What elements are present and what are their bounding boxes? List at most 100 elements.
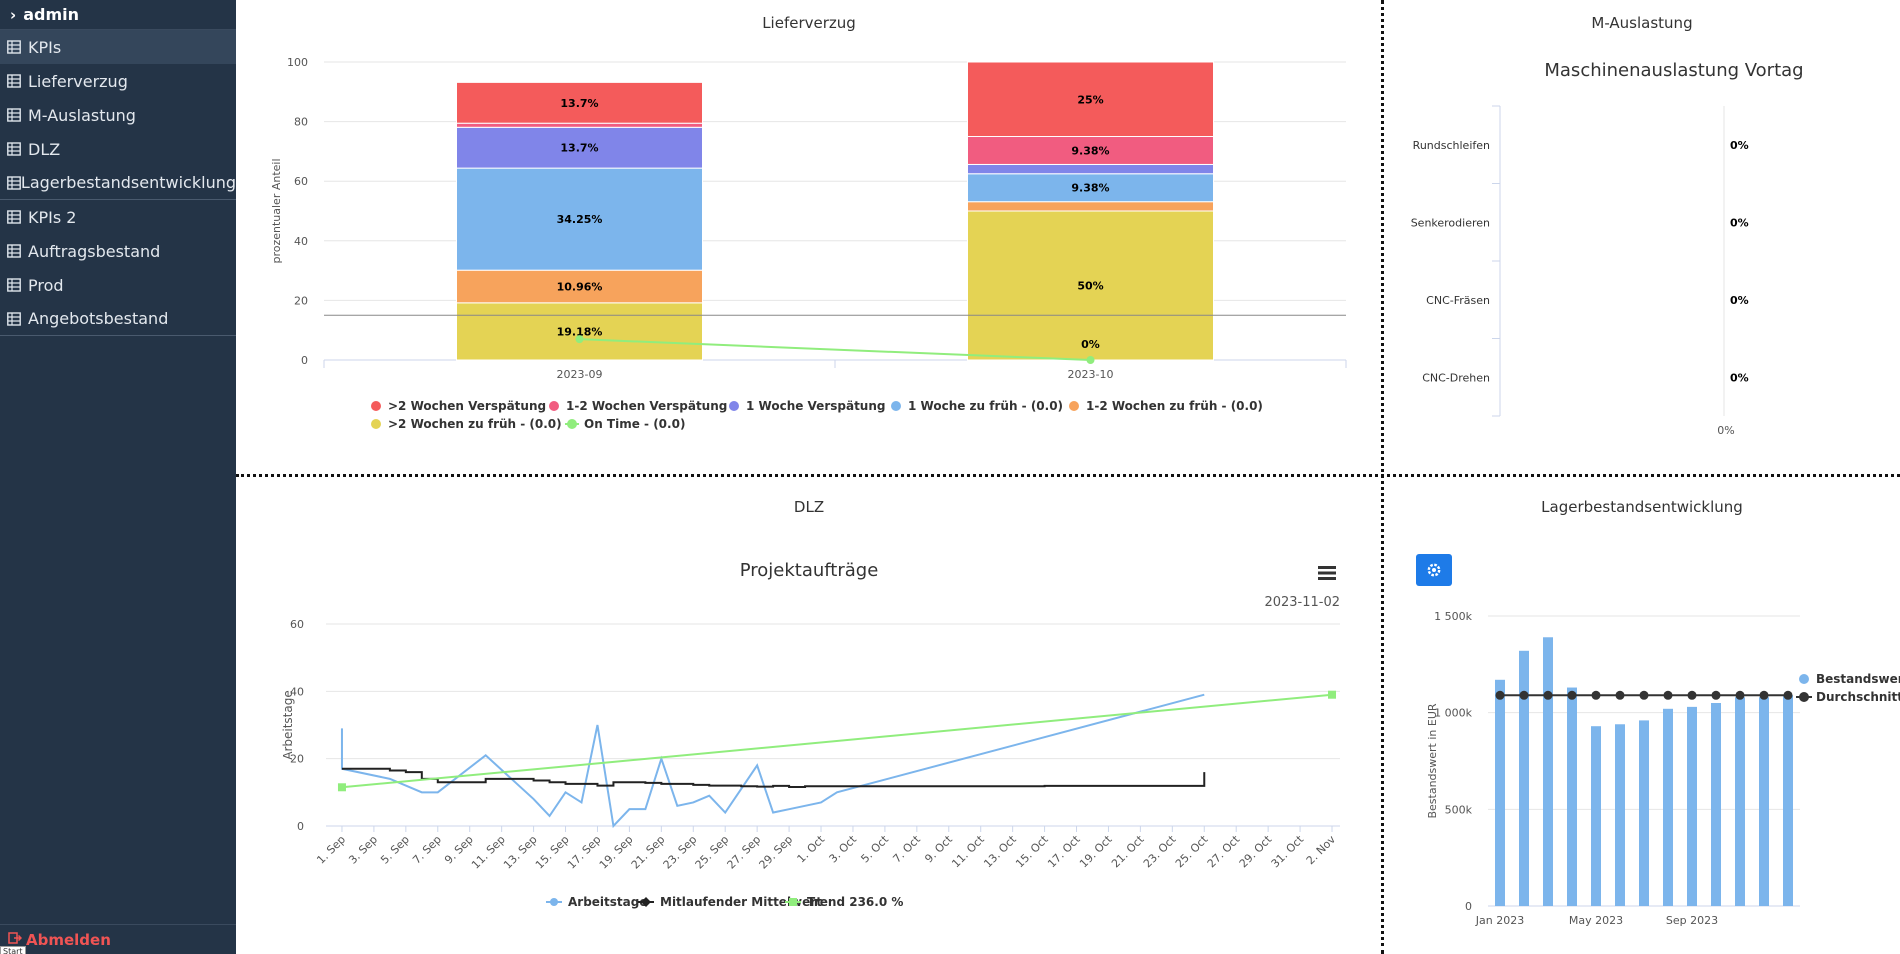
legend-item[interactable]: On Time - (0.0) [565, 417, 685, 431]
sidebar-item-label: Angebotsbestand [28, 309, 169, 328]
bar-segment [967, 210, 1214, 361]
bar-segment [456, 122, 703, 128]
panel-lager: Lagerbestandsentwicklung 0 500k 1 000k 1 50… [1384, 478, 1900, 954]
average-point [1735, 690, 1745, 700]
legend-label: Arbeitstage [568, 895, 648, 909]
sidebar: › admin KPIs Lieferverzug M-Auslastung DLZ L… [0, 0, 236, 954]
x-tick-label: 2023-09 [557, 368, 603, 381]
x-tick-label: 3. Oct [827, 832, 860, 865]
x-tick-label: 21. Sep [629, 833, 668, 872]
on-time-line [579, 338, 1091, 361]
sidebar-item-kpis[interactable]: KPIs [0, 30, 236, 64]
x-tick-label: May 2023 [1569, 914, 1623, 927]
y-tick-label: Senkerodieren [1411, 216, 1490, 229]
y-tick-label: 500k [1445, 803, 1473, 816]
data-label: 34.25% [557, 213, 603, 226]
panel-title-dlz: DLZ [793, 498, 825, 516]
legend-item[interactable]: 1-2 Wochen Verspätung [549, 399, 727, 413]
bar-segment [456, 269, 703, 304]
lager-chart: 0 500k 1 000k 1 500k Bestandswert in EUR Jan … [1426, 610, 1900, 927]
series-line [341, 767, 1206, 788]
legend-item[interactable]: Durchschnitt [1796, 690, 1900, 704]
y-tick-label: 40 [294, 235, 308, 248]
legend-label: Bestandswert [1816, 672, 1900, 686]
bar-segment [967, 163, 1214, 175]
y-axis-title: prozentualer Anteil [270, 158, 283, 263]
bar [1567, 687, 1577, 906]
x-tick-label: 25. Sep [693, 833, 732, 872]
x-tick-label: 29. Oct [1237, 832, 1275, 870]
chart-menu-button[interactable] [1316, 564, 1338, 586]
start-tag: Start [0, 946, 26, 954]
x-tick-label: 1. Oct [795, 832, 828, 865]
sidebar-item-label: Auftragsbestand [28, 241, 161, 261]
sidebar-item-lieferverzug[interactable]: Lieferverzug [0, 64, 236, 98]
legend-item[interactable]: 1 Woche Verspätung [729, 399, 885, 413]
x-tick-label: 27. Oct [1205, 832, 1243, 870]
x-tick-label: Jan 2023 [1475, 914, 1524, 927]
user-menu[interactable]: › admin [0, 0, 236, 30]
hamburger-icon [1318, 566, 1336, 580]
y-tick-label: CNC-Fräsen [1426, 294, 1490, 307]
sidebar-item-auftragsbestand[interactable]: Auftragsbestand [0, 234, 236, 268]
sidebar-item-prod[interactable]: Prod [0, 268, 236, 302]
bar [1663, 708, 1673, 906]
data-label: 0% [1081, 338, 1100, 351]
bar [1639, 720, 1649, 906]
bar-segment [967, 136, 1214, 165]
legend-label: 1 Woche zu früh - (0.0) [908, 399, 1063, 413]
y-tick-label: CNC-Drehen [1422, 371, 1490, 384]
table-icon [7, 311, 21, 326]
data-point [337, 783, 346, 792]
sidebar-item-kpis-2[interactable]: KPIs 2 [0, 200, 236, 234]
average-point [1639, 690, 1649, 700]
sidebar-item-label: Lagerbestandsentwicklung [20, 173, 236, 192]
average-point [1759, 690, 1769, 700]
y-tick-label: 100 [287, 56, 308, 69]
legend-item[interactable]: >2 Wochen Verspätung [371, 399, 546, 413]
y-axis-title: Arbeitstage [281, 690, 295, 760]
legend-item[interactable]: Mitlaufender Mittelwert [638, 895, 822, 909]
x-tick-label: 11. Oct [949, 832, 987, 870]
table-icon [7, 142, 21, 156]
legend-item[interactable]: Arbeitstage [546, 895, 648, 909]
vertical-divider [1381, 0, 1384, 954]
logout-button[interactable]: Abmelden [0, 924, 236, 954]
bar-segment [456, 81, 703, 124]
sidebar-item-angebotsbestand[interactable]: Angebotsbestand [0, 302, 236, 336]
sidebar-item-m-auslastung[interactable]: M-Auslastung [0, 98, 236, 132]
sidebar-item-label: KPIs [28, 37, 62, 57]
bar [1615, 724, 1625, 906]
y-tick-label: 1 500k [1434, 610, 1472, 623]
legend-item[interactable]: Trend 236.0 % [785, 895, 903, 909]
panel-dlz: DLZ Projektaufträge 2023-11-02 0 20 40 60 Arbe… [236, 478, 1382, 954]
series-line [341, 693, 1333, 789]
y-tick-label: 0 [301, 354, 308, 367]
data-label: 0% [1730, 371, 1749, 384]
x-tick-label: 17. Sep [565, 833, 604, 872]
x-tick-label: 5. Sep [378, 833, 412, 867]
legend-label: Durchschnitt [1816, 690, 1900, 704]
x-tick-label: 3. Sep [346, 833, 380, 867]
legend-item[interactable]: >2 Wochen zu früh - (0.0) [371, 417, 562, 431]
bar [1591, 726, 1601, 906]
x-tick-label: 2023-10 [1068, 368, 1114, 381]
table-icon [7, 40, 21, 54]
settings-button[interactable] [1416, 554, 1452, 586]
data-label: 9.38% [1071, 144, 1109, 157]
table-icon [7, 278, 21, 292]
x-tick-label: 13. Oct [981, 832, 1019, 870]
legend-item[interactable]: 1 Woche zu früh - (0.0) [891, 399, 1063, 413]
bar [1711, 703, 1721, 906]
chart-title: Maschinenauslastung Vortag [1544, 60, 1803, 81]
sidebar-item-label: M-Auslastung [28, 105, 136, 125]
legend-item[interactable]: 1-2 Wochen zu früh - (0.0) [1069, 399, 1263, 413]
legend-item[interactable]: Bestandswert [1799, 672, 1900, 686]
sidebar-item-lagerbestandsentwicklung[interactable]: Lagerbestandsentwicklung [0, 166, 236, 200]
average-point [1783, 690, 1793, 700]
legend-label: Trend 236.0 % [807, 895, 903, 909]
x-tick-label: 7. Oct [890, 832, 923, 865]
sidebar-item-dlz[interactable]: DLZ [0, 132, 236, 166]
legend-label: >2 Wochen Verspätung [388, 399, 546, 413]
x-tick-label: 27. Sep [725, 833, 764, 872]
